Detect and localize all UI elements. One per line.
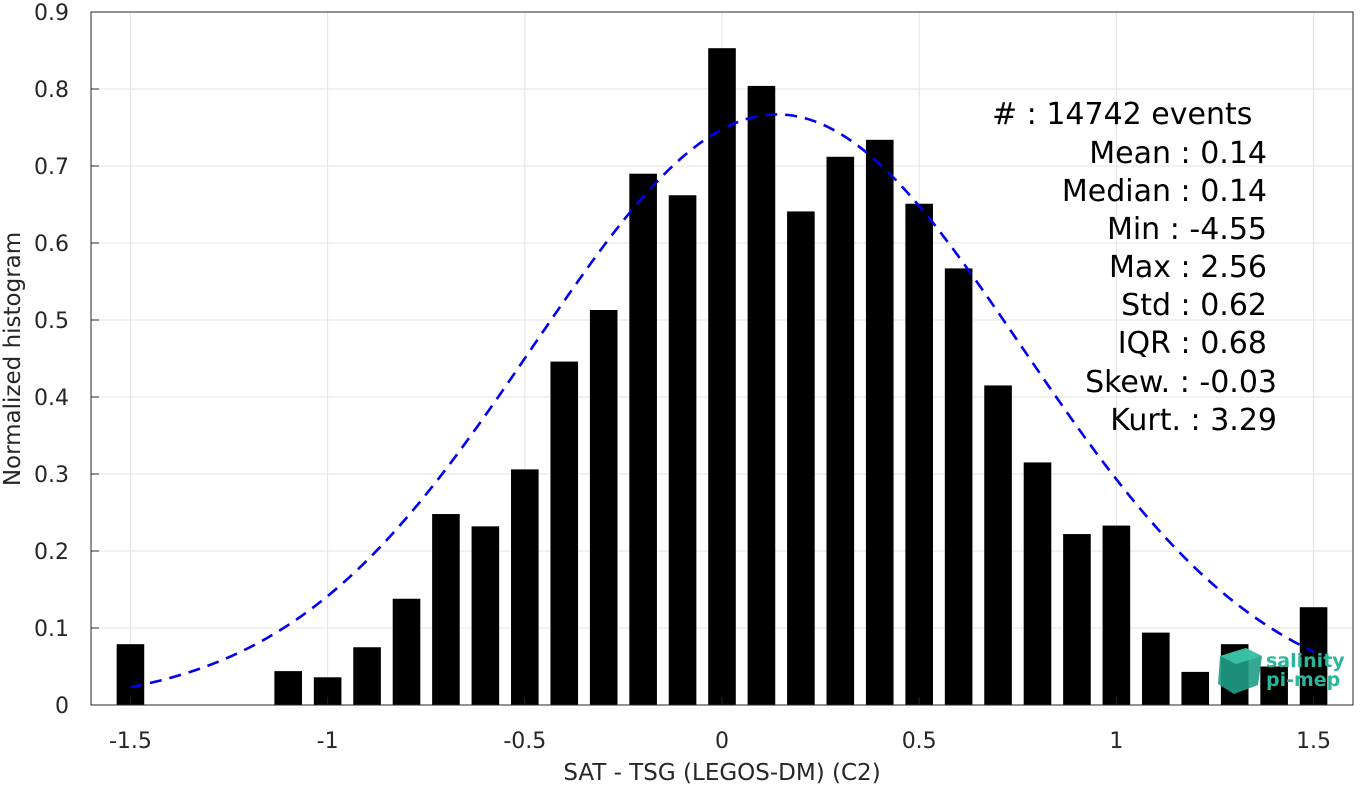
y-tick-label-5: 0.5	[34, 309, 69, 334]
y-tick-label-4: 0.4	[34, 386, 69, 411]
stat-iqr: IQR : 0.68	[1118, 326, 1267, 361]
y-tick-label-9: 0.9	[34, 1, 69, 26]
x-tick-label-5: 1	[1109, 729, 1123, 754]
histogram-bar-6	[471, 526, 500, 705]
logo-cube-face	[1220, 648, 1262, 664]
histogram-bar-7	[511, 469, 539, 705]
histogram-bar-26	[1260, 666, 1288, 705]
histogram-bar-14	[787, 211, 815, 705]
histogram-bar-20	[1023, 462, 1052, 705]
x-tick-label-2: -0.5	[503, 729, 546, 754]
x-tick-label-0: -1.5	[109, 729, 152, 754]
histogram-bar-19	[984, 385, 1012, 705]
y-tick-label-2: 0.2	[34, 540, 69, 565]
histogram-bar-4	[392, 598, 421, 705]
stat-kurt: Kurt. : 3.29	[1110, 403, 1277, 438]
x-axis-ticks: -1.5 -1 -0.5 0 0.5 1 1.5	[109, 697, 1331, 754]
fit-curve	[130, 113, 1315, 689]
x-tick-label-3: 0	[715, 729, 729, 754]
histogram-bar-18	[944, 268, 973, 705]
stat-skew: Skew. : -0.03	[1085, 365, 1277, 400]
y-tick-label-6: 0.6	[34, 232, 69, 257]
histogram-bars	[116, 48, 1328, 706]
histogram-bar-0	[116, 644, 145, 705]
y-tick-label-3: 0.3	[34, 463, 69, 488]
stat-max: Max : 2.56	[1109, 250, 1267, 285]
histogram-bar-15	[826, 156, 855, 705]
histogram-bar-3	[353, 647, 381, 705]
y-tick-label-0: 0	[55, 694, 69, 719]
histogram-bar-8	[550, 361, 579, 705]
x-tick-label-1: -1	[317, 729, 339, 754]
y-tick-label-8: 0.8	[34, 78, 69, 103]
stat-median: Median : 0.14	[1062, 174, 1267, 209]
stats-box: # : 14742 events Mean : 0.14 Median : 0.…	[992, 97, 1277, 438]
histogram-bar-21	[1063, 534, 1091, 705]
histogram-bar-12	[708, 48, 736, 705]
histogram-bar-17	[905, 203, 933, 706]
stat-mean: Mean : 0.14	[1089, 136, 1267, 171]
x-tick-label-4: 0.5	[902, 729, 937, 754]
histogram-bar-16	[865, 139, 894, 705]
histogram-bar-24	[1181, 671, 1210, 705]
y-tick-label-7: 0.7	[34, 155, 69, 180]
histogram-bar-22	[1102, 525, 1131, 705]
stat-std: Std : 0.62	[1121, 288, 1267, 323]
logo-line2: pi-mep	[1266, 669, 1340, 691]
stat-min: Min : -4.55	[1107, 212, 1267, 247]
histogram-bar-23	[1142, 632, 1170, 705]
histogram-bar-5	[432, 514, 460, 705]
histogram-bar-11	[668, 195, 697, 705]
x-axis-label: SAT - TSG (LEGOS-DM) (C2)	[563, 760, 880, 785]
histogram-bar-10	[629, 173, 657, 705]
y-tick-label-1: 0.1	[34, 617, 69, 642]
y-axis-label: Normalized histogram	[0, 232, 26, 486]
histogram-bar-1	[274, 671, 302, 705]
histogram-bar-9	[589, 309, 618, 705]
stat-events: # : 14742 events	[992, 97, 1252, 132]
histogram-bar-13	[747, 85, 776, 706]
x-tick-label-6: 1.5	[1296, 729, 1331, 754]
histogram-bar-27	[1299, 607, 1328, 705]
salinity-pimep-logo: salinity pi-mep	[1218, 648, 1345, 694]
logo-line1: salinity	[1266, 650, 1345, 672]
y-axis-ticks: 0 0.1 0.2 0.3 0.4 0.5 0.6 0.7 0.8 0.9	[34, 1, 99, 719]
